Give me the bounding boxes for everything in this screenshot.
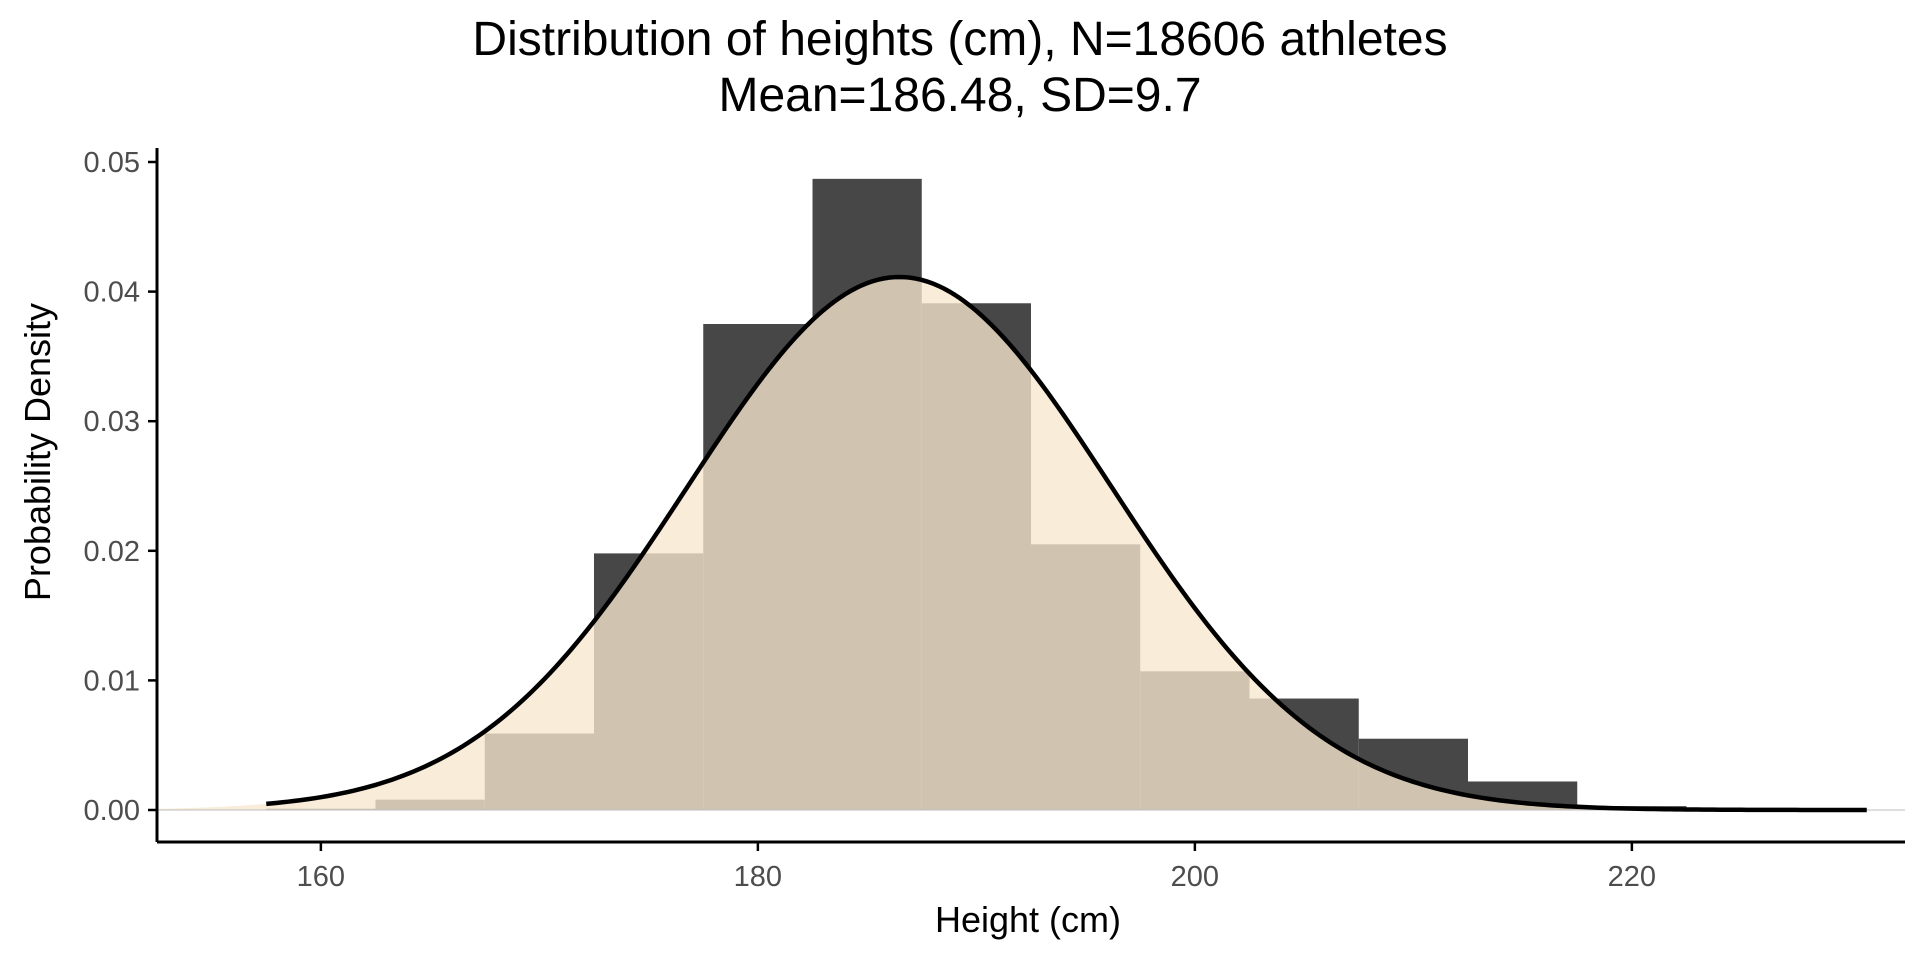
y-tick-label: 0.01 [84, 665, 140, 697]
axes [155, 148, 1905, 844]
x-tick-label: 180 [734, 861, 782, 893]
x-tick-label: 200 [1171, 861, 1219, 893]
x-tick-label: 220 [1608, 861, 1656, 893]
normal-curve [266, 274, 1867, 813]
chart-subtitle: Mean=186.48, SD=9.7 [718, 69, 1202, 122]
x-axis-ticks: 160 180 200 220 [297, 842, 1656, 893]
x-tick-label: 160 [297, 861, 345, 893]
y-tick-label: 0.02 [84, 536, 140, 568]
y-tick-label: 0.00 [84, 795, 140, 827]
y-tick-label: 0.03 [84, 406, 140, 438]
chart-title-block: Distribution of heights (cm), N=18606 at… [0, 12, 1920, 124]
y-tick-label: 0.05 [84, 147, 140, 179]
y-axis-ticks: 0.00 0.01 0.02 0.03 0.04 0.05 [84, 147, 157, 827]
normal-curve-line [266, 274, 1867, 813]
chart-title: Distribution of heights (cm), N=18606 at… [472, 13, 1448, 66]
y-axis-title: Probability Density [17, 303, 58, 601]
x-axis-title: Height (cm) [935, 899, 1121, 940]
y-tick-label: 0.04 [84, 277, 140, 309]
normal-curve-area [157, 276, 1905, 811]
